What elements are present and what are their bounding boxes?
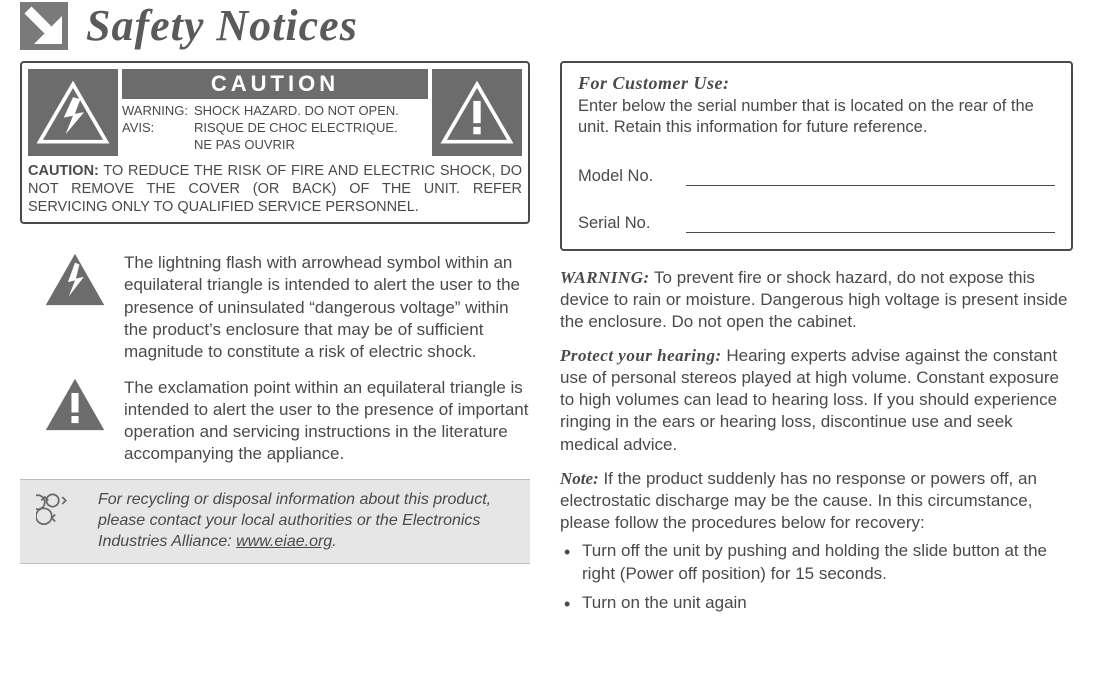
warn-label-0: WARNING: [122,103,194,118]
caution-body-text: TO REDUCE THE RISK OF FIRE AND ELECTRIC … [28,163,522,215]
serial-label: Serial No. [578,214,678,233]
recycle-icon [34,490,80,552]
model-label: Model No. [578,167,678,186]
exclaim-icon [44,377,106,465]
recovery-list: Turn off the unit by pushing and holding… [560,540,1073,615]
caution-body-lead: CAUTION: [28,163,99,179]
serial-line [686,232,1055,233]
recycle-link: www.eiae.org [236,533,332,550]
caution-body: CAUTION: TO REDUCE THE RISK OF FIRE AND … [28,162,522,216]
left-column: CAUTION WARNING: SHOCK HAZARD. DO NOT OP… [20,61,530,621]
right-column: For Customer Use: Enter below the serial… [560,61,1073,621]
lightning-explain-row: The lightning flash with arrowhead symbo… [20,252,530,362]
hearing-lead: Protect your hearing: [560,346,722,365]
recovery-item: Turn on the unit again [564,592,1073,615]
warning-para: WARNING: To prevent fire or shock hazard… [560,267,1073,333]
note-para: Note: If the product suddenly has no res… [560,468,1073,534]
caution-box: CAUTION WARNING: SHOCK HAZARD. DO NOT OP… [20,61,530,224]
customer-heading: For Customer Use: [578,73,1055,94]
recycle-text-b: . [332,533,336,550]
customer-use-box: For Customer Use: Enter below the serial… [560,61,1073,251]
caution-banner: CAUTION [122,69,428,99]
lightning-triangle-icon [28,69,118,156]
page-title: Safety Notices [86,0,358,51]
lightning-text: The lightning flash with arrowhead symbo… [124,252,530,362]
caution-warning-rows: WARNING: SHOCK HAZARD. DO NOT OPEN. AVIS… [122,99,428,156]
model-row: Model No. [578,167,1055,186]
note-text: If the product suddenly has no response … [560,469,1037,532]
serial-row: Serial No. [578,214,1055,233]
lightning-icon [44,252,106,362]
note-lead: Note: [560,469,599,488]
recycle-text: For recycling or disposal information ab… [98,490,516,552]
arrow-down-right-icon [20,2,68,50]
model-line [686,185,1055,186]
warn-text-2: NE PAS OUVRIR [194,137,428,152]
exclaim-text: The exclamation point within an equilate… [124,377,530,465]
warning-lead: WARNING: [560,268,650,287]
exclaim-explain-row: The exclamation point within an equilate… [20,377,530,465]
hearing-para: Protect your hearing: Hearing experts ad… [560,345,1073,455]
warn-text-1: RISQUE DE CHOC ELECTRIQUE. [194,120,428,135]
exclaim-triangle-icon [432,69,522,156]
warn-label-1: AVIS: [122,120,194,135]
customer-intro: Enter below the serial number that is lo… [578,96,1055,139]
page-header: Safety Notices [20,0,1073,51]
recycle-box: For recycling or disposal information ab… [20,479,530,563]
recovery-item: Turn off the unit by pushing and holding… [564,540,1073,586]
warn-text-0: SHOCK HAZARD. DO NOT OPEN. [194,103,428,118]
warn-label-2 [122,137,194,152]
